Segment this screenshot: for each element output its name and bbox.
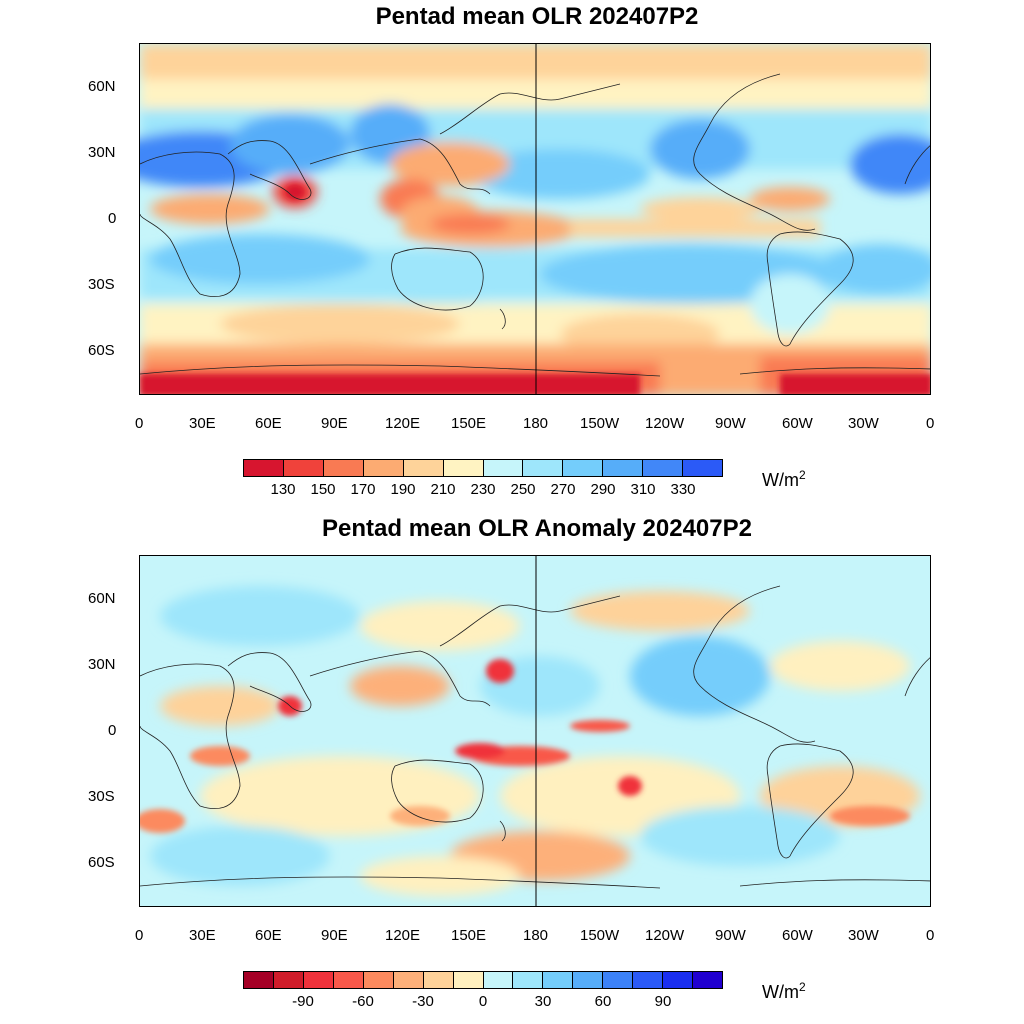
olr-anomaly-map: [139, 555, 931, 907]
lon-tick-30e: 30E: [189, 927, 216, 944]
colorbar-cell: [563, 460, 604, 476]
colorbar-label: 90: [654, 993, 672, 1010]
colorbar-label: 290: [590, 481, 616, 498]
colorbar-cell: [244, 972, 274, 988]
lat-tick-0: 0: [108, 722, 117, 739]
lon-tick-60e: 60E: [255, 927, 282, 944]
lat-tick-30s: 30S: [88, 276, 115, 293]
colorbar-label: -60: [352, 993, 374, 1010]
colorbar-cell: [603, 460, 644, 476]
colorbar-cell: [683, 460, 723, 476]
lon-tick-90w: 90W: [715, 927, 746, 944]
colorbar-cell: [693, 972, 722, 988]
colorbar-cell: [363, 460, 404, 476]
colorbar-cell: [403, 460, 444, 476]
lon-tick-30e: 30E: [189, 415, 216, 432]
panel-title: Pentad mean OLR 202407P2: [375, 3, 699, 30]
colorbar-label: 190: [390, 481, 416, 498]
lon-tick-120e: 120E: [385, 415, 421, 432]
colorbar-cell: [483, 460, 524, 476]
colorbar-label: 330: [670, 481, 696, 498]
lon-tick-60w: 60W: [782, 415, 813, 432]
colorbar-cell: [573, 972, 604, 988]
colorbar-cell: [323, 460, 364, 476]
lat-tick-60s: 60S: [88, 854, 115, 871]
lon-tick-120w: 120W: [645, 415, 685, 432]
colorbar-cell: [273, 972, 304, 988]
lon-tick-150w: 150W: [580, 927, 620, 944]
unit-base: W/m: [762, 470, 799, 490]
colorbar-cell: [333, 972, 364, 988]
olr-anomaly-field: [140, 556, 930, 906]
lon-tick-60e: 60E: [255, 415, 282, 432]
lon-tick-0-east: 0: [926, 927, 935, 944]
colorbar-label: 0: [478, 993, 488, 1010]
lat-tick-60n: 60N: [88, 78, 116, 95]
lat-tick-0: 0: [108, 210, 117, 227]
lon-tick-0-east: 0: [926, 415, 935, 432]
colorbar-label: 310: [630, 481, 656, 498]
colorbar-label: -30: [412, 993, 434, 1010]
colorbar-cell: [523, 460, 564, 476]
olr-mean-map: [139, 43, 931, 395]
anomaly-colorbar: [243, 971, 723, 989]
colorbar-cell: [513, 972, 544, 988]
lon-tick-180: 180: [523, 927, 549, 944]
lon-tick-120e: 120E: [385, 927, 421, 944]
lat-tick-30n: 30N: [88, 144, 116, 161]
colorbar-cell: [443, 460, 484, 476]
lon-tick-90e: 90E: [321, 927, 348, 944]
lon-tick-150w: 150W: [580, 415, 620, 432]
colorbar-label: 270: [550, 481, 576, 498]
lat-tick-60n: 60N: [88, 590, 116, 607]
colorbar-cell: [393, 972, 424, 988]
colorbar-label: -90: [292, 993, 314, 1010]
lon-tick-30w: 30W: [848, 415, 879, 432]
lat-tick-30s: 30S: [88, 788, 115, 805]
lon-tick-90w: 90W: [715, 415, 746, 432]
colorbar-cell: [483, 972, 514, 988]
colorbar-cell: [543, 972, 574, 988]
lon-tick-150e: 150E: [451, 415, 487, 432]
colorbar-cell: [363, 972, 394, 988]
colorbar-cell: [303, 972, 334, 988]
colorbar-label: 150: [310, 481, 336, 498]
unit-exponent: 2: [798, 980, 806, 994]
colorbar-label: 30: [534, 993, 552, 1010]
colorbar-label: 130: [270, 481, 296, 498]
colorbar-label: 60: [594, 993, 612, 1010]
lon-tick-60w: 60W: [782, 927, 813, 944]
olr-mean-panel: Pentad mean OLR 202407P2 60N 30N 0 30S 6…: [88, 3, 935, 498]
colorbar-cell: [633, 972, 664, 988]
lon-tick-0: 0: [135, 415, 144, 432]
colorbar-cell: [283, 460, 324, 476]
olr-colorbar: [243, 459, 723, 477]
lon-tick-120w: 120W: [645, 927, 685, 944]
lon-tick-0: 0: [135, 927, 144, 944]
colorbar-cell: [453, 972, 484, 988]
lat-tick-60s: 60S: [88, 342, 115, 359]
colorbar-label: 210: [430, 481, 456, 498]
colorbar-cell: [244, 460, 284, 476]
colorbar-label: 250: [510, 481, 536, 498]
colorbar-label: 170: [350, 481, 376, 498]
colorbar-cell: [603, 972, 634, 988]
colorbar-cell: [423, 972, 454, 988]
lon-tick-30w: 30W: [848, 927, 879, 944]
colorbar-unit: W/m2: [762, 468, 806, 491]
panel-title: Pentad mean OLR Anomaly 202407P2: [322, 515, 752, 542]
lon-tick-150e: 150E: [451, 927, 487, 944]
lat-tick-30n: 30N: [88, 656, 116, 673]
unit-base: W/m: [762, 982, 799, 1002]
lon-tick-180: 180: [523, 415, 549, 432]
lon-tick-90e: 90E: [321, 415, 348, 432]
olr-mean-field: [140, 44, 930, 394]
colorbar-cell: [643, 460, 684, 476]
olr-anomaly-panel: Pentad mean OLR Anomaly 202407P2 60N 30N…: [0, 512, 1024, 1024]
colorbar-label: 230: [470, 481, 496, 498]
colorbar-cell: [663, 972, 694, 988]
colorbar-unit: W/m2: [762, 980, 806, 1003]
unit-exponent: 2: [798, 468, 806, 482]
